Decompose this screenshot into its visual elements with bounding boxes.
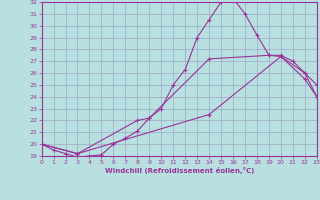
X-axis label: Windchill (Refroidissement éolien,°C): Windchill (Refroidissement éolien,°C) — [105, 167, 254, 174]
